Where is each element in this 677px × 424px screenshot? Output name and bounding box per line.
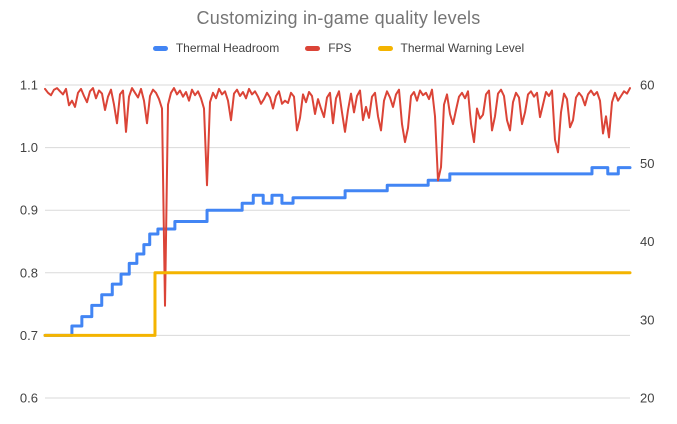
fps-swatch-icon (305, 45, 321, 51)
legend-item-thermal-headroom: Thermal Headroom (152, 41, 280, 55)
right-axis-label: 20 (640, 391, 654, 406)
legend-item-fps: FPS (305, 41, 352, 55)
left-axis-label: 0.7 (20, 328, 38, 343)
left-axis-label: 0.9 (20, 203, 38, 218)
right-axis-label: 60 (640, 78, 654, 93)
thermal-warning-swatch-icon (377, 45, 393, 51)
right-axis-label: 30 (640, 312, 654, 327)
left-axis-label: 1.1 (20, 78, 38, 93)
series-line-fps (44, 87, 631, 307)
left-axis-label: 0.6 (20, 391, 38, 406)
series-line-thermal-warning-level (43, 271, 632, 337)
legend-label-thermal-warning: Thermal Warning Level (400, 41, 525, 55)
right-axis-label: 40 (640, 234, 654, 249)
series-line-thermal-headroom (43, 166, 632, 337)
legend-label-thermal-headroom: Thermal Headroom (175, 41, 280, 55)
legend-label-fps: FPS (328, 41, 352, 55)
left-axis-label: 1.0 (20, 140, 38, 155)
legend-item-thermal-warning: Thermal Warning Level (377, 41, 525, 55)
right-axis-label: 50 (640, 156, 654, 171)
legend: Thermal Headroom FPS Thermal Warning Lev… (0, 41, 677, 55)
thermal-headroom-swatch-icon (152, 45, 168, 51)
chart-title: Customizing in-game quality levels (196, 8, 481, 28)
left-axis-label: 0.8 (20, 265, 38, 280)
